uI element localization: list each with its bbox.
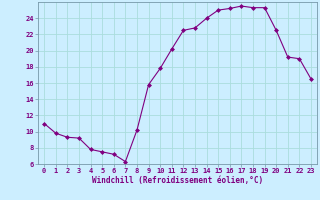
X-axis label: Windchill (Refroidissement éolien,°C): Windchill (Refroidissement éolien,°C) [92, 176, 263, 185]
